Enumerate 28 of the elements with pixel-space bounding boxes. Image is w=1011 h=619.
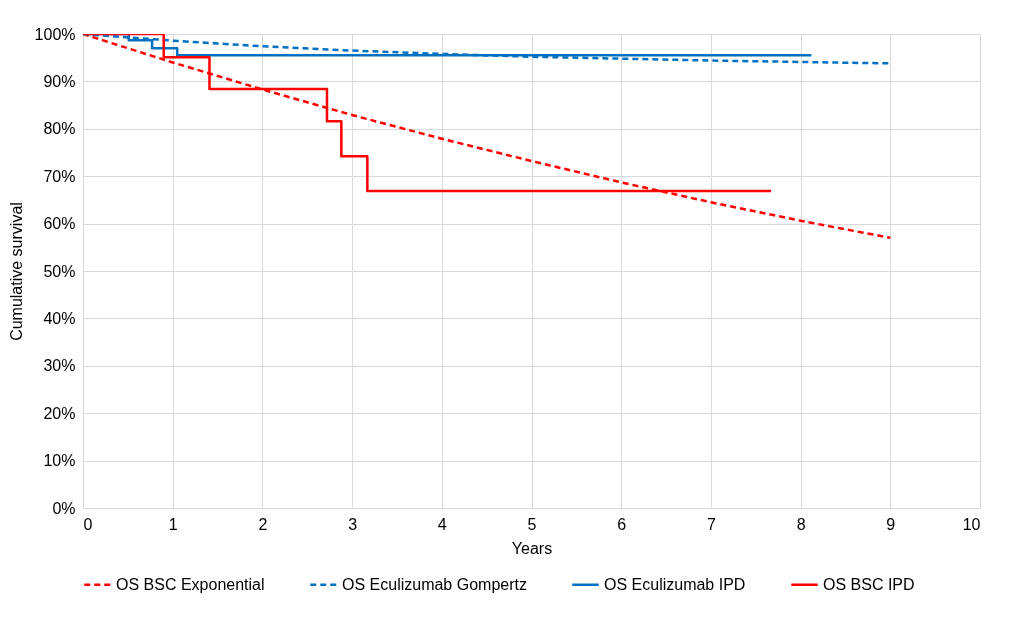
x-tick-label: 7 — [706, 515, 716, 533]
y-tick-label: 70% — [43, 167, 76, 185]
legend-label: OS BSC IPD — [823, 575, 915, 593]
legend-label: OS BSC Exponential — [116, 575, 265, 593]
x-tick-label: 4 — [437, 515, 447, 533]
y-tick-label: 50% — [43, 262, 76, 280]
y-tick-label: 40% — [43, 309, 76, 327]
x-tick-label: 9 — [886, 515, 896, 533]
x-tick-label: 3 — [348, 515, 358, 533]
legend-label: OS Eculizumab Gompertz — [342, 575, 527, 593]
x-tick-label: 6 — [617, 515, 627, 533]
y-tick-label: 0% — [52, 499, 76, 517]
x-tick-label: 0 — [83, 515, 93, 533]
y-tick-label: 20% — [43, 404, 76, 422]
legend-label: OS Eculizumab IPD — [604, 575, 746, 593]
x-tick-label: 10 — [962, 515, 981, 533]
x-tick-label: 1 — [168, 515, 178, 533]
y-tick-label: 60% — [43, 215, 76, 233]
y-tick-label: 100% — [34, 25, 76, 43]
y-tick-label: 30% — [43, 357, 76, 375]
y-tick-label: 10% — [43, 452, 76, 470]
x-axis-title: Years — [511, 539, 553, 557]
y-tick-label: 80% — [43, 120, 76, 138]
x-tick-label: 8 — [796, 515, 806, 533]
x-tick-label: 2 — [258, 515, 268, 533]
y-axis-title: Cumulative survival — [7, 202, 25, 341]
y-tick-label: 90% — [43, 72, 76, 90]
x-tick-label: 5 — [527, 515, 537, 533]
